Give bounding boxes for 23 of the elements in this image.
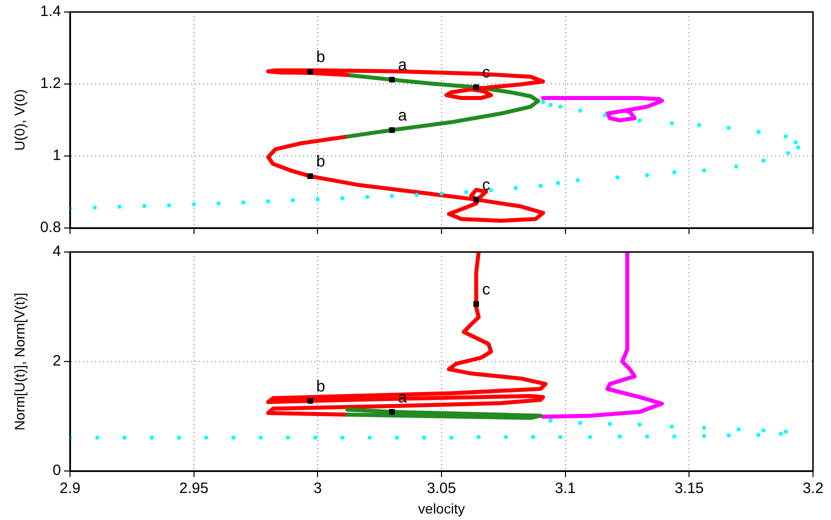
y-tick-label: 0	[52, 462, 61, 480]
x-tick-label: 2.9	[60, 480, 80, 498]
x-tick-label: 3	[313, 480, 322, 498]
annotation: b	[316, 154, 326, 171]
annotation: c	[482, 64, 490, 82]
annotation: c	[482, 281, 490, 298]
x-tick-label: 3.15	[674, 480, 704, 498]
x-axis-title: velocity	[418, 500, 465, 516]
y-tick-label: 1.4	[40, 3, 61, 20]
y-tick-label: 1	[52, 147, 61, 164]
annotation: b	[316, 49, 326, 66]
x-tick-label: 3.2	[802, 480, 824, 498]
annotation: a	[398, 107, 407, 124]
y-tick-label: 1.2	[40, 75, 61, 92]
x-tick-label: 3.1	[554, 480, 576, 498]
y-axis-title: Norm[U(t)], Norm[V(t)]	[11, 292, 28, 430]
y-tick-label: 4	[52, 243, 61, 260]
y-tick-label: 2	[52, 352, 61, 370]
x-tick-label: 2.95	[179, 480, 208, 498]
x-tick-label: 3.05	[426, 480, 456, 498]
annotation: b	[316, 378, 326, 396]
y-axis-title: U(0), V(0)	[11, 89, 28, 151]
y-tick-label: 0.8	[40, 219, 61, 236]
